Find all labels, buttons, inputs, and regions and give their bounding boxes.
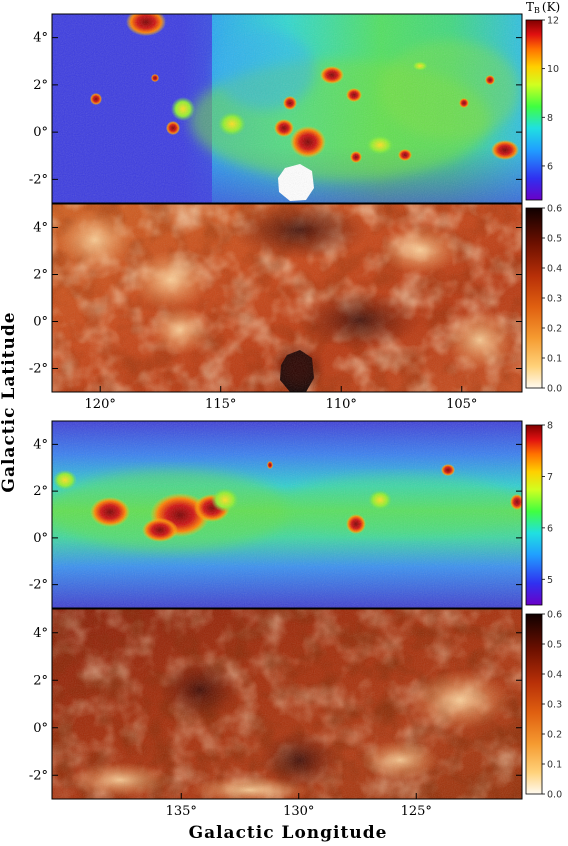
colorbar-tick-label: 0.5 bbox=[547, 234, 562, 245]
fraction-map-top bbox=[52, 204, 522, 392]
colorbar-title-unit: (K) bbox=[542, 0, 560, 14]
y-tick-label: 4° bbox=[33, 221, 48, 236]
colorbar-title-subscript: B bbox=[534, 6, 540, 15]
y-tick-label: 0° bbox=[33, 125, 48, 140]
colorbar-tick-label: 0.2 bbox=[547, 324, 562, 335]
y-tick-label: 4° bbox=[33, 31, 48, 46]
y-tick-label: 2° bbox=[33, 484, 48, 499]
colorbar-top-tb bbox=[525, 19, 543, 201]
x-tick-label: 125° bbox=[401, 804, 432, 819]
colorbar-tick-label: 10 bbox=[547, 64, 559, 75]
y-tick-label: 0° bbox=[33, 721, 48, 736]
y-tick-label: 4° bbox=[33, 437, 48, 452]
y-tick-label: -2° bbox=[29, 362, 48, 377]
colorbar-tick-label: 0.4 bbox=[547, 264, 562, 275]
colorbar-tick-label: 0.6 bbox=[547, 204, 562, 215]
y-tick-label: -2° bbox=[29, 172, 48, 187]
colorbar-bottom-frac bbox=[525, 613, 543, 795]
fraction-map-bottom bbox=[52, 609, 522, 799]
colorbar-bottom-tb bbox=[525, 424, 543, 606]
colorbar-tick-label: 0.5 bbox=[547, 640, 562, 651]
colorbar-tick-label: 5 bbox=[547, 575, 553, 586]
colorbar-tick-label: 0.2 bbox=[547, 730, 562, 741]
y-tick-label: 0° bbox=[33, 531, 48, 546]
x-tick-label: 115° bbox=[205, 397, 236, 412]
colorbar-tick-label: 8 bbox=[547, 421, 553, 432]
colorbar-tick-label: 0.1 bbox=[547, 760, 562, 771]
fraction-map-top-frame bbox=[51, 203, 523, 393]
x-axis-title: Galactic Longitude bbox=[189, 823, 388, 843]
y-tick-label: 2° bbox=[33, 268, 48, 283]
fraction-map-bottom-frame bbox=[51, 608, 523, 800]
colorbar-tick-label: 7 bbox=[547, 472, 553, 483]
y-tick-label: 4° bbox=[33, 626, 48, 641]
tb-map-top bbox=[52, 14, 522, 203]
ticks-layer: 4° 2° 0° -2° 6 8 10 12 4° 2° 0° -2° 120° 115° 110° 105°… bbox=[29, 16, 562, 820]
colorbar-tick-label: 0.3 bbox=[547, 294, 562, 305]
colorbar-top-frac bbox=[525, 207, 543, 389]
y-tick-label: 0° bbox=[33, 315, 48, 330]
colorbar-title: TB (K) bbox=[526, 0, 560, 15]
tb-map-top-frame bbox=[51, 13, 523, 204]
colorbar-tick-label: 0.0 bbox=[547, 790, 562, 801]
colorbar-tick-label: 6 bbox=[547, 161, 553, 172]
colorbar-tick-label: 0.0 bbox=[547, 384, 562, 395]
y-axis-title: Galactic Latitude bbox=[0, 311, 19, 492]
colorbar-tick-label: 12 bbox=[547, 16, 559, 27]
x-tick-label: 110° bbox=[326, 397, 357, 412]
x-tick-label: 105° bbox=[446, 397, 477, 412]
colorbar-tick-label: 0.6 bbox=[547, 610, 562, 621]
tb-map-bottom bbox=[52, 421, 522, 608]
colorbar-tick-label: 8 bbox=[547, 113, 553, 124]
colorbar-tick-label: 0.4 bbox=[547, 670, 562, 681]
colorbar-tick-label: 0.3 bbox=[547, 700, 562, 711]
x-tick-label: 120° bbox=[85, 397, 116, 412]
x-tick-label: 130° bbox=[283, 804, 314, 819]
y-tick-label: 2° bbox=[33, 673, 48, 688]
tb-map-bottom-frame bbox=[51, 420, 523, 609]
y-tick-label: -2° bbox=[29, 768, 48, 783]
colorbar-tick-label: 6 bbox=[547, 523, 553, 534]
y-tick-label: 2° bbox=[33, 78, 48, 93]
colorbar-title-symbol: T bbox=[526, 0, 534, 14]
colorbar-tick-label: 0.1 bbox=[547, 354, 562, 365]
y-tick-label: -2° bbox=[29, 578, 48, 593]
x-tick-label: 135° bbox=[166, 804, 197, 819]
